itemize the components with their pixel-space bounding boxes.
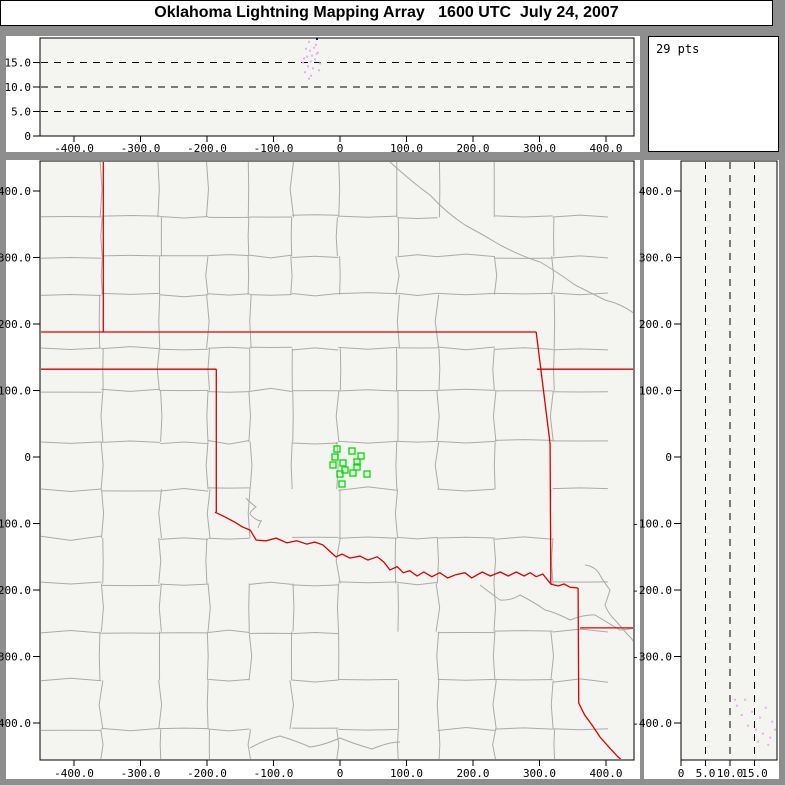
- svg-text:-300.0: -300.0: [121, 142, 161, 155]
- svg-text:400.0: 400.0: [589, 767, 622, 780]
- svg-text:5.0: 5.0: [11, 106, 31, 119]
- svg-text:200.0: 200.0: [639, 318, 672, 331]
- svg-text:-400.0: -400.0: [0, 717, 31, 730]
- svg-text:0: 0: [24, 451, 31, 464]
- svg-text:-200.0: -200.0: [632, 584, 672, 597]
- svg-text:100.0: 100.0: [390, 767, 423, 780]
- svg-text:0: 0: [24, 130, 31, 143]
- svg-text:100.0: 100.0: [390, 142, 423, 155]
- svg-text:300.0: 300.0: [639, 252, 672, 265]
- svg-text:200.0: 200.0: [456, 767, 489, 780]
- window-title: Oklahoma Lightning Mapping Array 1600 UT…: [154, 4, 619, 21]
- plan-view-plot-area[interactable]: [40, 161, 634, 760]
- svg-text:-300.0: -300.0: [0, 651, 31, 664]
- source-count-panel: 29 pts: [648, 36, 779, 152]
- svg-text:-300.0: -300.0: [632, 651, 672, 664]
- svg-text:400.0: 400.0: [639, 185, 672, 198]
- svg-text:-100.0: -100.0: [254, 767, 294, 780]
- svg-text:-200.0: -200.0: [0, 584, 31, 597]
- svg-text:300.0: 300.0: [523, 142, 556, 155]
- svg-text:-100.0: -100.0: [632, 518, 672, 531]
- svg-text:100.0: 100.0: [0, 385, 31, 398]
- svg-text:5.0: 5.0: [696, 767, 716, 780]
- svg-text:-400.0: -400.0: [632, 717, 672, 730]
- svg-text:0: 0: [337, 142, 344, 155]
- source-count-label: 29 pts: [656, 42, 700, 56]
- svg-text:0: 0: [678, 767, 685, 780]
- height-ns-plot-area[interactable]: [681, 161, 777, 760]
- svg-text:-400.0: -400.0: [54, 767, 94, 780]
- svg-text:200.0: 200.0: [0, 318, 31, 331]
- svg-text:-100.0: -100.0: [254, 142, 294, 155]
- svg-text:200.0: 200.0: [456, 142, 489, 155]
- height-ew-plot-area[interactable]: [40, 38, 634, 136]
- svg-text:15.0: 15.0: [5, 57, 32, 70]
- svg-text:400.0: 400.0: [0, 185, 31, 198]
- svg-text:-200.0: -200.0: [187, 767, 227, 780]
- svg-text:300.0: 300.0: [0, 252, 31, 265]
- svg-text:15.0: 15.0: [741, 767, 768, 780]
- svg-text:0: 0: [665, 451, 672, 464]
- svg-text:300.0: 300.0: [523, 767, 556, 780]
- svg-text:400.0: 400.0: [589, 142, 622, 155]
- svg-text:-300.0: -300.0: [121, 767, 161, 780]
- svg-text:100.0: 100.0: [639, 385, 672, 398]
- svg-text:10.0: 10.0: [717, 767, 744, 780]
- svg-text:-100.0: -100.0: [0, 518, 31, 531]
- svg-text:10.0: 10.0: [5, 81, 32, 94]
- title-bar: Oklahoma Lightning Mapping Array 1600 UT…: [0, 0, 773, 26]
- svg-text:-200.0: -200.0: [187, 142, 227, 155]
- svg-text:-400.0: -400.0: [54, 142, 94, 155]
- svg-text:0: 0: [337, 767, 344, 780]
